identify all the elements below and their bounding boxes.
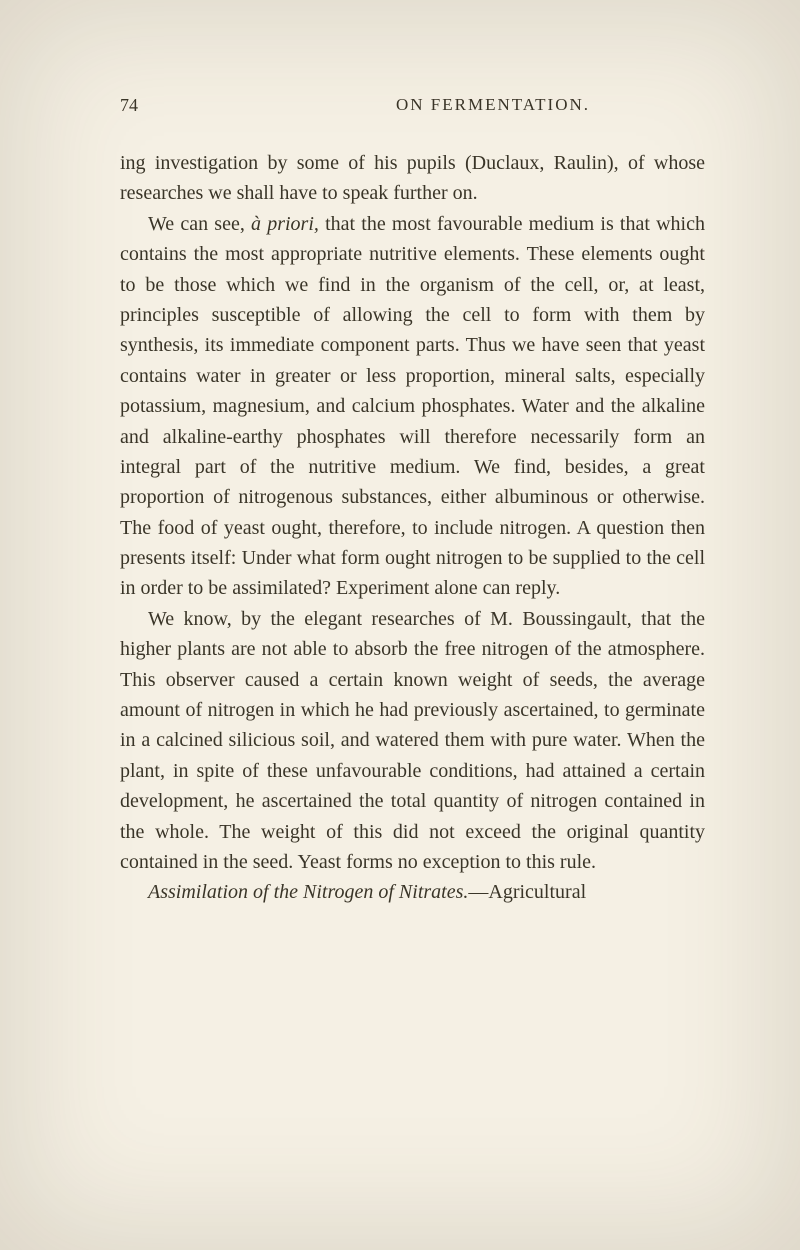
page-header: 74 ON FERMENTATION. (120, 95, 705, 116)
body-text: ing investigation by some of his pupils … (120, 148, 705, 908)
italic-text: à priori, (251, 213, 319, 235)
paragraph: We know, by the elegant researches of M.… (120, 604, 705, 878)
paragraph: We can see, à priori, that the most favo… (120, 209, 705, 604)
text-run: that the most favourable medium is that … (120, 213, 705, 600)
text-run: —Agricultural (468, 881, 586, 903)
paragraph: Assimilation of the Nitrogen of Nitrates… (120, 877, 705, 907)
text-run: ing investigation by some of his pupils … (120, 152, 705, 204)
book-page: 74 ON FERMENTATION. ing investigation by… (0, 0, 800, 1250)
paragraph: ing investigation by some of his pupils … (120, 148, 705, 209)
text-run: We know, by the elegant researches of M.… (120, 608, 705, 873)
text-run: We can see, (148, 213, 251, 235)
italic-text: Assimilation of the Nitrogen of Nitrates… (148, 881, 468, 903)
running-head: ON FERMENTATION. (396, 95, 590, 116)
page-number: 74 (120, 95, 138, 116)
